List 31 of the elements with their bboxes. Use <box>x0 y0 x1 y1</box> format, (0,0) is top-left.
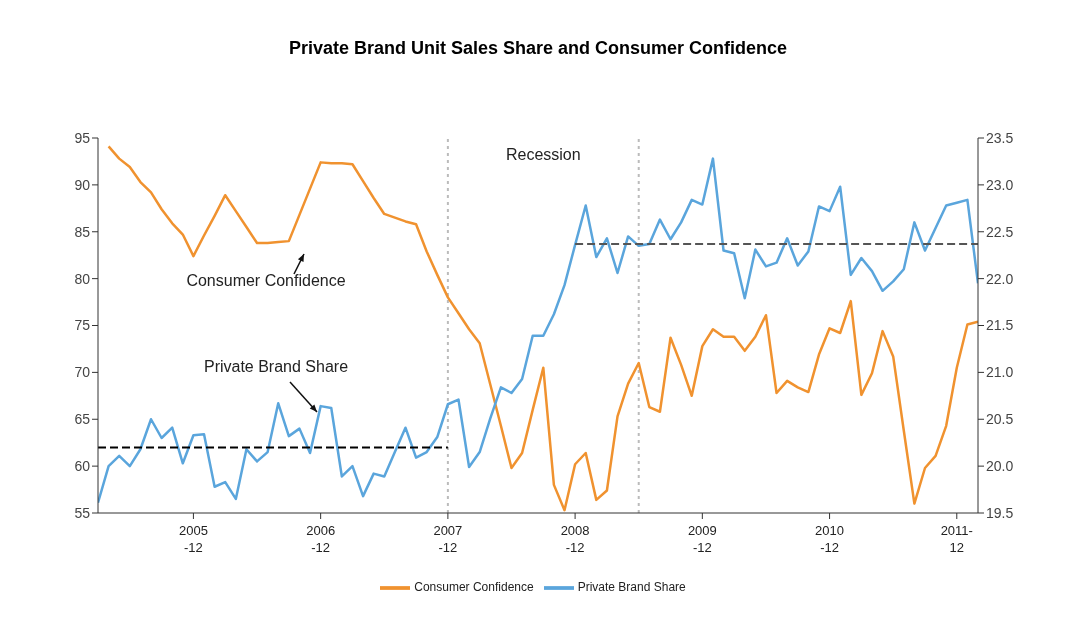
legend-label: Consumer Confidence <box>414 580 534 595</box>
annotation: Private Brand Share <box>203 358 349 375</box>
y-tick-label: 60 <box>74 458 91 475</box>
y2-tick-label: 19.5 <box>986 504 1014 521</box>
y2-tick-label: 22.5 <box>986 223 1014 240</box>
x-tick-label: 2010 -12 <box>815 523 845 555</box>
y-tick-label: 75 <box>74 317 91 334</box>
y-tick-label: 55 <box>74 504 91 521</box>
x-tick-label: 2006 -12 <box>306 523 336 555</box>
y2-tick-label: 23.5 <box>986 129 1014 146</box>
y-tick-label: 85 <box>74 223 91 240</box>
x-tick-label: 2009 -12 <box>687 523 717 555</box>
y2-tick-label: 23.0 <box>986 176 1014 193</box>
legend-label: Private Brand Share <box>577 580 686 595</box>
annotation: Consumer Confidence <box>186 272 346 289</box>
x-tick-label: 2011- 12 <box>940 523 973 555</box>
y2-tick-label: 21.5 <box>986 317 1014 334</box>
y-tick-label: 80 <box>74 270 91 287</box>
x-tick-label: 2008 -12 <box>560 523 590 555</box>
y-tick-label: 95 <box>74 129 91 146</box>
y2-tick-label: 21.0 <box>986 364 1014 381</box>
y-tick-label: 65 <box>74 411 91 428</box>
y2-tick-label: 20.5 <box>986 411 1014 428</box>
y-tick-label: 70 <box>74 364 91 381</box>
annotation: Recession <box>505 146 581 163</box>
y2-tick-label: 22.0 <box>986 270 1014 287</box>
x-tick-label: 2007 -12 <box>433 523 463 555</box>
y2-tick-label: 20.0 <box>986 458 1014 475</box>
y-tick-label: 90 <box>74 176 91 193</box>
chart-title: Private Brand Unit Sales Share and Consumer Confidence <box>287 37 789 60</box>
x-tick-label: 2005 -12 <box>178 523 208 555</box>
